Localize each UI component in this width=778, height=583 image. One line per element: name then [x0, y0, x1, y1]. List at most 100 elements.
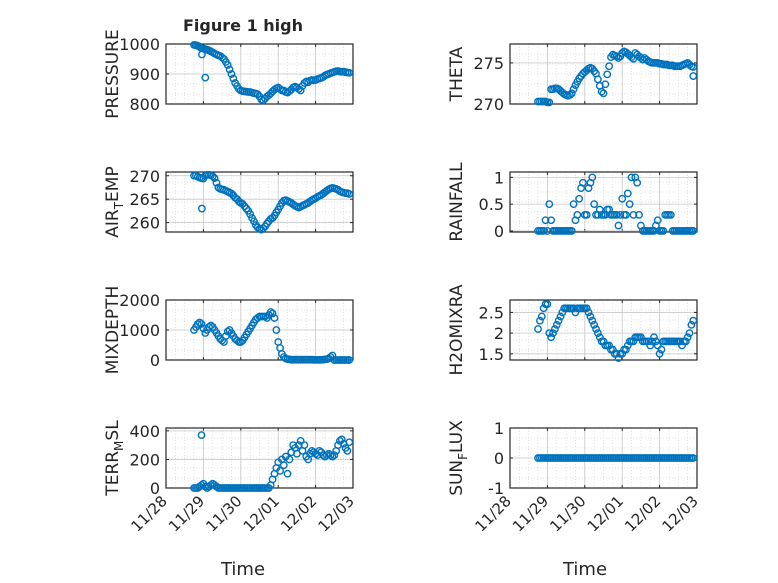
- y-tick-label: 270: [129, 167, 160, 186]
- data-point: [283, 469, 292, 478]
- y-tick-label: 400: [129, 422, 160, 441]
- data-point: [543, 227, 552, 235]
- data-point: [345, 438, 354, 447]
- data-point: [687, 320, 696, 329]
- data-point: [195, 318, 204, 327]
- data-point: [627, 173, 636, 182]
- data-point: [623, 189, 632, 198]
- data-point: [575, 194, 584, 203]
- data-point: [536, 316, 544, 325]
- y-axis-label: AIRTEMP: [103, 166, 126, 237]
- data-point: [270, 314, 279, 322]
- data-point: [573, 210, 582, 219]
- y-tick-label: 1: [494, 419, 504, 438]
- x-tick-label: 12/02: [277, 492, 320, 535]
- data-point: [644, 337, 653, 346]
- data-point: [569, 85, 578, 94]
- data-point: [198, 204, 206, 213]
- x-tick-label: 12/01: [584, 492, 627, 535]
- data-point: [614, 54, 623, 62]
- data-point: [648, 337, 657, 346]
- data-point: [328, 351, 337, 360]
- data-point: [550, 325, 559, 333]
- y-tick-label: 200: [129, 450, 160, 469]
- y-tick-label: -1: [488, 479, 504, 498]
- data-point: [681, 337, 690, 346]
- data-point: [345, 356, 354, 364]
- x-tick-label: 11/28: [472, 492, 515, 535]
- data-point: [593, 329, 602, 338]
- data-point: [218, 336, 227, 345]
- data-point: [584, 308, 593, 317]
- y-tick-label: 2: [494, 324, 504, 343]
- data-point: [326, 451, 335, 460]
- data-point: [261, 312, 270, 321]
- data-point: [650, 333, 658, 342]
- data-point: [208, 172, 217, 181]
- y-axis-label: THETA: [447, 46, 467, 102]
- data-point: [597, 87, 606, 96]
- y-axis-label: MIXDEPTH: [103, 286, 123, 375]
- axes-box: [165, 299, 354, 361]
- y-tick-label: 0: [150, 479, 160, 498]
- data-point: [259, 224, 268, 233]
- axes-box: [509, 43, 698, 105]
- data-point: [345, 68, 354, 77]
- data-point: [539, 227, 548, 235]
- data-point: [588, 173, 597, 182]
- data-point: [651, 337, 660, 346]
- data-point: [603, 70, 612, 79]
- data-point: [249, 217, 258, 226]
- data-point: [223, 61, 232, 69]
- y-tick-label: 1000: [119, 35, 160, 54]
- data-point: [683, 333, 692, 342]
- data-point: [567, 89, 576, 98]
- data-point: [601, 80, 610, 89]
- y-tick-label: 270: [473, 95, 504, 114]
- data-point: [537, 312, 546, 321]
- data-point: [689, 72, 698, 80]
- figure-title: Figure 1 high: [183, 16, 303, 35]
- data-point: [227, 70, 236, 78]
- data-point: [653, 216, 662, 225]
- data-point: [605, 62, 614, 71]
- data-point: [545, 200, 554, 209]
- data-point: [330, 451, 339, 460]
- x-axis-label-left: Time: [220, 559, 265, 580]
- data-point: [689, 63, 698, 71]
- y-tick-label: 0: [494, 222, 504, 241]
- subplot-theta: 270 275 THETA: [447, 43, 698, 114]
- data-point: [618, 194, 627, 203]
- data-point: [300, 441, 309, 450]
- y-tick-label: 0.5: [479, 195, 504, 214]
- x-tick-label: 12/03: [659, 492, 702, 535]
- data-point: [657, 345, 666, 354]
- x-tick-label: 11/28: [128, 492, 171, 535]
- x-tick-label: 11/30: [546, 492, 589, 535]
- data-point: [612, 52, 621, 61]
- data-point: [547, 216, 556, 225]
- data-point: [296, 86, 305, 95]
- data-point: [554, 316, 563, 325]
- data-point: [543, 300, 552, 309]
- data-point: [689, 454, 698, 462]
- x-tick-label: 11/30: [202, 492, 245, 535]
- data-point: [197, 320, 206, 328]
- x-axis-label-right: Time: [562, 559, 607, 580]
- data-point: [547, 333, 556, 342]
- y-axis-label: RAINFALL: [447, 162, 467, 242]
- y-tick-label: 800: [129, 95, 160, 114]
- data-point: [218, 53, 227, 62]
- data-point: [206, 321, 215, 330]
- data-point: [569, 200, 578, 209]
- y-axis-label: PRESSURE: [103, 29, 123, 118]
- axes-box: [165, 43, 354, 105]
- data-point: [569, 304, 578, 313]
- data-point: [676, 337, 685, 346]
